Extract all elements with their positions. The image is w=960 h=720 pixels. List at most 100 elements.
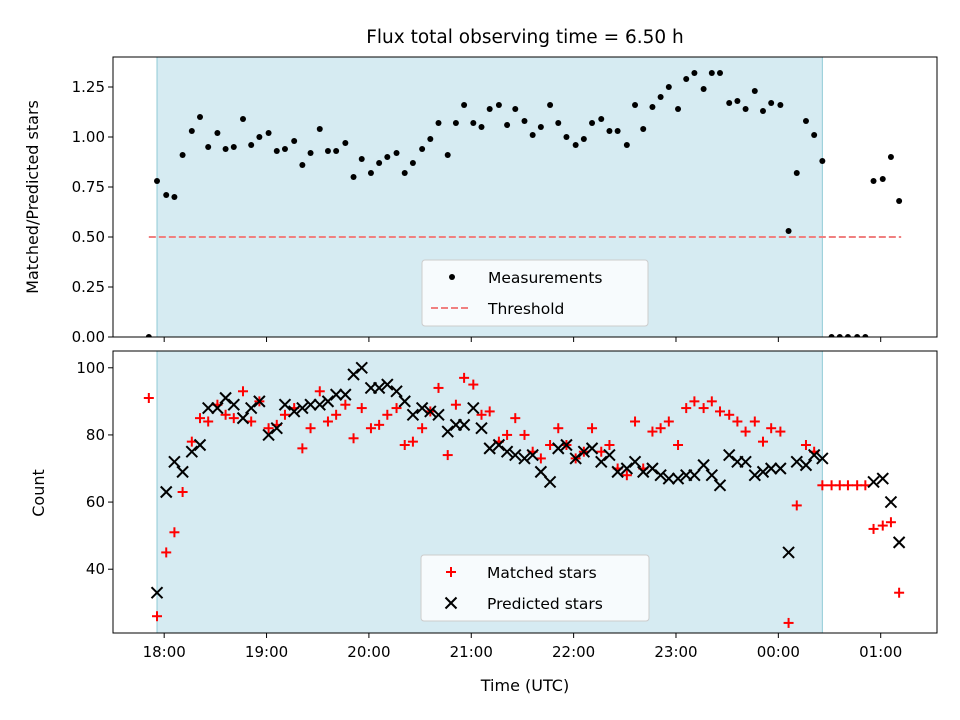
measurement-point xyxy=(291,138,298,144)
predicted-star-point xyxy=(160,485,173,499)
ratio-panel: 0.00 0.25 0.50 0.75 1.00 1.25 Measurements Thre… xyxy=(72,56,938,346)
predicted-star-point xyxy=(867,475,880,489)
matched-star-point xyxy=(399,440,410,450)
measurement-point xyxy=(486,106,493,112)
matched-star-point xyxy=(817,480,828,491)
predicted-star-point xyxy=(441,425,454,438)
predicted-star-point xyxy=(646,462,659,475)
predicted-star-point xyxy=(424,405,437,418)
matched-star-point xyxy=(476,409,487,420)
matched-star-point xyxy=(314,386,325,397)
measurement-point xyxy=(844,334,851,337)
series-predicted-stars xyxy=(150,361,906,599)
matched-star-point xyxy=(417,423,428,434)
matched-star-point xyxy=(596,446,607,457)
predicted-star-point xyxy=(381,378,394,391)
matched-star-point xyxy=(663,416,674,427)
measurement-point xyxy=(273,148,280,154)
legend-box xyxy=(421,259,649,327)
measurement-point xyxy=(256,134,263,140)
predicted-star-point xyxy=(543,475,557,489)
measurement-point xyxy=(239,116,246,122)
matched-star-point xyxy=(714,406,725,417)
predicted-star-point xyxy=(262,428,275,442)
measurement-point xyxy=(768,100,775,106)
matched-star-point xyxy=(689,396,700,407)
predicted-star-point xyxy=(415,401,429,415)
predicted-star-point xyxy=(688,469,701,482)
matched-star-point xyxy=(228,413,239,424)
predicted-star-point xyxy=(603,448,616,462)
y-tick-label: 60 xyxy=(86,493,105,511)
predicted-star-point xyxy=(467,401,480,415)
y-tick-label: 0.50 xyxy=(72,228,105,246)
predicted-star-point xyxy=(236,411,250,425)
measurement-point xyxy=(657,94,664,100)
predicted-star-point xyxy=(355,361,368,374)
measurement-point xyxy=(640,126,647,132)
x-tick-label: 19:00 xyxy=(245,643,288,661)
measurement-point xyxy=(726,100,733,106)
predicted-star-point xyxy=(577,445,591,458)
predicted-star-point xyxy=(390,385,403,398)
matched-star-point xyxy=(673,440,684,450)
measurement-point xyxy=(512,106,519,112)
legend-measurement-swatch xyxy=(449,274,455,280)
predicted-star-point xyxy=(339,388,352,401)
predicted-star-point xyxy=(321,395,335,408)
predicted-star-point xyxy=(611,465,624,479)
measurement-point xyxy=(478,124,485,130)
matched-star-point xyxy=(630,416,641,427)
matched-star-point xyxy=(775,426,786,437)
legend-box xyxy=(420,554,650,622)
matched-star-point xyxy=(263,423,274,434)
y-tick-label: 1.00 xyxy=(72,128,105,146)
predicted-star-point xyxy=(270,422,283,435)
matched-star-point xyxy=(749,416,760,427)
matched-star-point xyxy=(382,409,393,420)
predicted-star-point xyxy=(705,469,719,482)
measurement-point xyxy=(171,194,178,200)
bottom-y-axis-label: Count xyxy=(29,469,48,517)
predicted-star-point xyxy=(168,455,181,468)
measurement-point xyxy=(188,128,195,134)
predicted-star-point xyxy=(304,398,317,411)
predicted-star-point xyxy=(500,445,514,458)
measurement-point xyxy=(802,118,809,124)
predicted-star-point xyxy=(654,469,667,482)
predicted-star-point xyxy=(185,445,199,458)
measurement-point xyxy=(785,228,792,234)
predicted-star-point xyxy=(475,422,488,435)
measurement-point xyxy=(214,130,221,136)
measurement-point xyxy=(163,192,170,198)
measurement-point xyxy=(632,102,639,108)
measurement-point xyxy=(248,142,255,148)
predicted-star-point xyxy=(219,391,232,405)
legend-matched-swatch xyxy=(446,567,456,577)
predicted-star-point xyxy=(278,398,292,411)
matched-star-point xyxy=(177,487,188,497)
predicted-star-point xyxy=(892,536,906,549)
measurement-point xyxy=(589,120,596,126)
y-tick-label: 0.25 xyxy=(72,278,105,296)
measurement-point xyxy=(401,170,408,176)
matched-star-point xyxy=(877,520,888,531)
measurement-point xyxy=(529,132,536,138)
predicted-star-point xyxy=(782,546,795,559)
measurement-point xyxy=(299,162,306,168)
measurement-point xyxy=(333,148,340,154)
matched-star-point xyxy=(279,409,290,420)
matched-star-point xyxy=(502,429,513,440)
predicted-star-point xyxy=(713,479,727,492)
predicted-star-point xyxy=(748,469,762,482)
measurement-point xyxy=(734,98,741,104)
predicted-star-point xyxy=(201,401,215,415)
measurement-point xyxy=(452,120,459,126)
predicted-star-point xyxy=(457,418,471,432)
legend: Measurements Threshold xyxy=(421,259,649,327)
matched-star-point xyxy=(732,416,743,427)
predicted-star-point xyxy=(432,408,445,421)
x-tick-label: 01:00 xyxy=(859,643,902,661)
measurement-point xyxy=(324,148,331,154)
measurement-point xyxy=(683,76,690,82)
